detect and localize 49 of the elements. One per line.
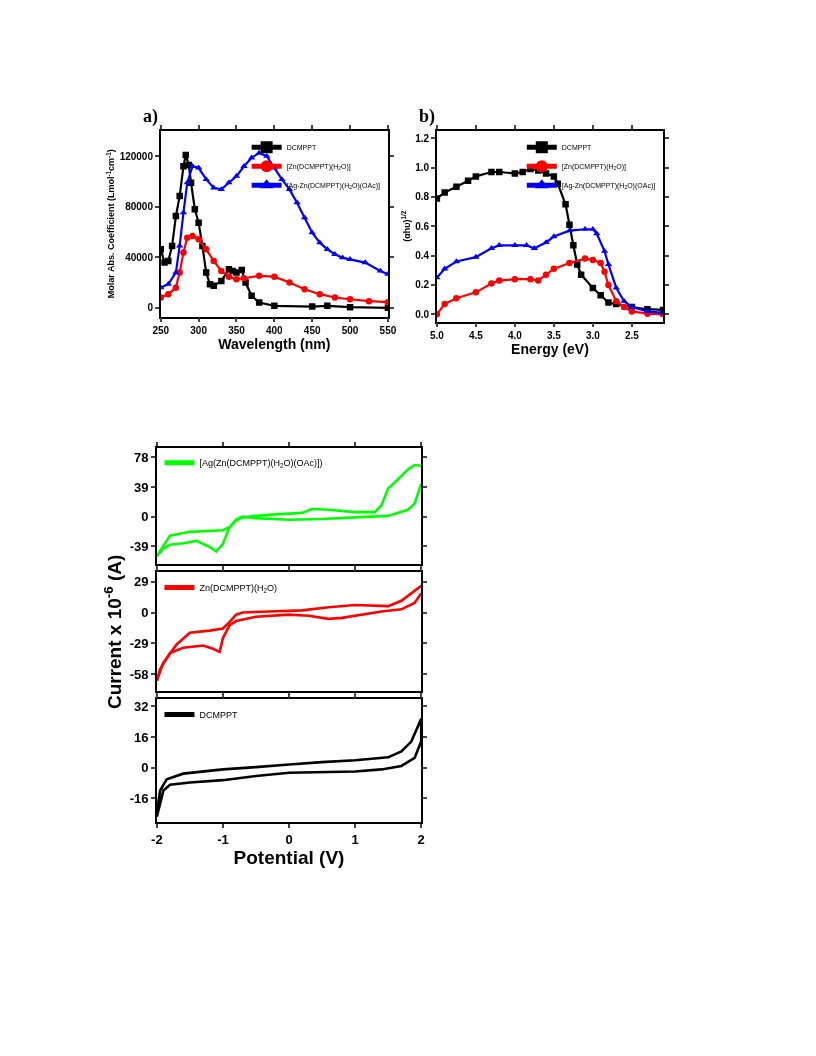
y-tick-label: 78 [134,450,149,465]
x-tick-label: -2 [151,831,163,847]
x-axis-title: Potential (V) [233,846,345,868]
x-tick-label: 350 [228,325,246,337]
y-tick-label: -58 [129,666,149,682]
legend-label: Zn(DCMPPT)(H$_{2}$O) [199,583,277,594]
y-tick-label: 0.2 [415,279,430,291]
chart-title: b) [419,106,436,127]
y-tick-label: 0 [141,509,149,525]
x-axis-title: Wavelength (nm) [218,336,331,353]
y-tick-label: 0.0 [415,308,430,320]
y-tick-label: 120000 [119,150,154,162]
x-tick-label: 3.5 [546,330,562,342]
y-tick-label: 0.8 [415,191,430,203]
y-tick-label: 32 [134,698,149,714]
x-axis-title: Energy (eV) [511,341,589,358]
legend-label: DCMPPT [199,709,238,720]
x-tick-label: 4.5 [468,330,484,342]
legend-label: [Ag(Zn(DCMPPT)(H$_{2}$O)(OAc)]) [199,458,323,470]
y-tick-label: 0 [141,605,149,621]
y-tick-label: -39 [129,538,149,554]
x-tick-label: 250 [152,325,170,337]
y-tick-label: 16 [134,729,149,745]
x-tick-label: 500 [341,325,359,337]
x-tick-label: 5.0 [429,330,445,342]
y-tick-label: 1.2 [415,132,430,144]
y-tick-label: 1.0 [415,162,430,174]
x-tick-label: 400 [265,325,284,337]
x-tick-label: 1 [351,831,359,847]
x-tick-label: 450 [303,325,321,337]
y-tick-label: 0.6 [415,220,430,232]
y-tick-label: 39 [134,479,149,495]
x-tick-label: 300 [190,325,208,337]
x-tick-label: 550 [379,325,397,337]
chart-title: a) [143,106,158,127]
y-tick-label: -16 [129,790,149,806]
x-tick-label: 0 [285,831,293,847]
y-tick-label: 0 [141,760,149,776]
x-tick-label: 2 [417,831,425,847]
x-tick-label: 3.0 [585,330,601,342]
x-tick-label: 4.0 [507,330,523,342]
y-tick-label: 0.4 [415,250,430,262]
x-tick-label: -1 [217,831,229,847]
y-tick-label: 80000 [125,201,154,213]
y-tick-label: 40000 [125,251,154,263]
x-tick-label: 2.5 [624,330,640,342]
y-tick-label: 29 [134,574,149,590]
y-tick-label: 0 [147,302,154,314]
y-tick-label: -29 [129,635,149,651]
